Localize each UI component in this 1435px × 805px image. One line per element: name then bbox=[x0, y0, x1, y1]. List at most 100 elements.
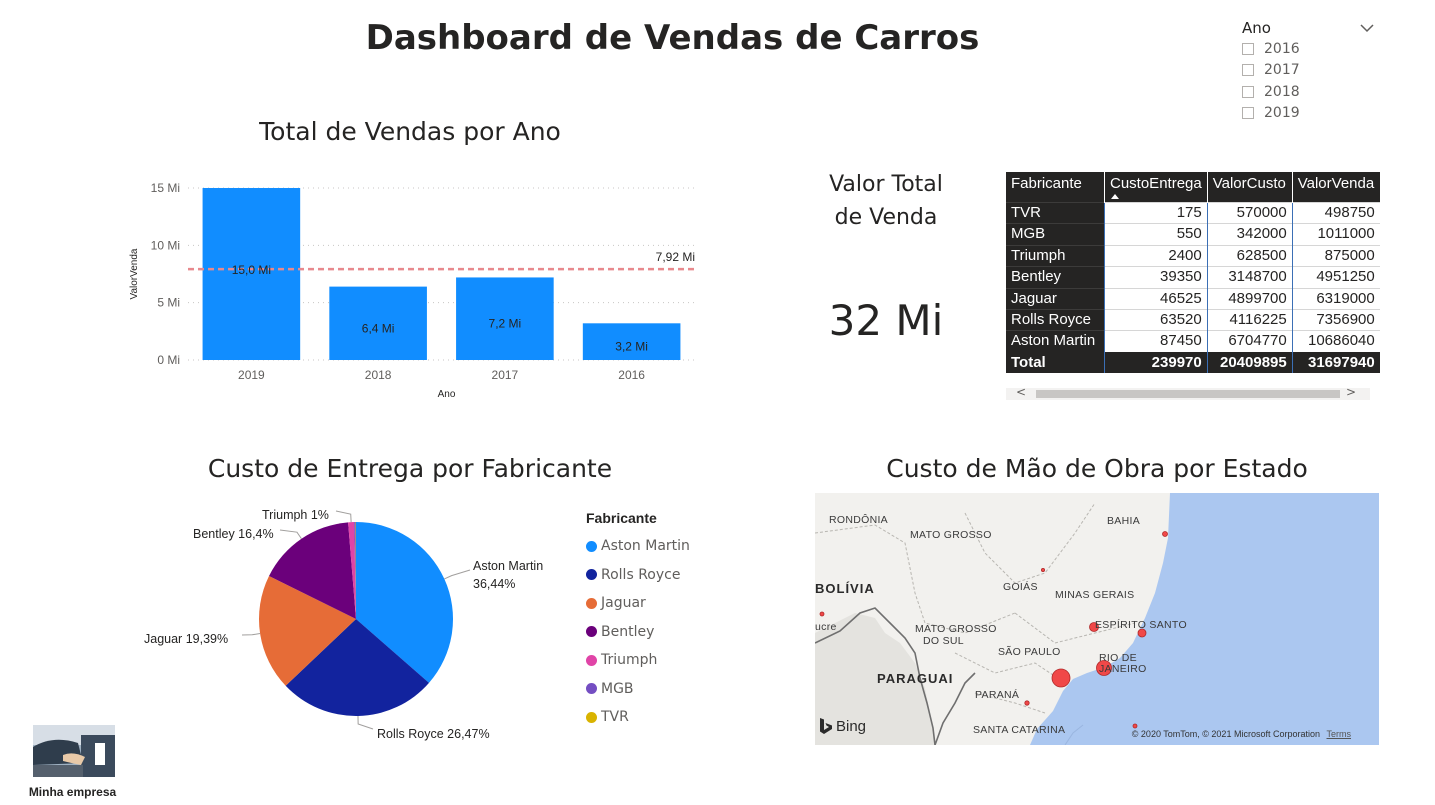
pie-label: Triumph 1% bbox=[262, 508, 329, 522]
checkbox[interactable] bbox=[1242, 42, 1254, 55]
pie-leader-line bbox=[241, 633, 261, 636]
kpi-label-line1: Valor Total bbox=[829, 172, 943, 197]
legend-item[interactable]: TVR bbox=[586, 703, 690, 732]
legend-item[interactable]: Jaguar bbox=[586, 589, 690, 618]
pie-leader-line bbox=[357, 715, 374, 730]
pie-slice[interactable] bbox=[354, 522, 356, 619]
slicer-option-2017[interactable]: 2017 bbox=[1242, 60, 1374, 82]
legend-dot-icon bbox=[586, 654, 597, 666]
checkbox[interactable] bbox=[1242, 64, 1254, 77]
pie-slice[interactable] bbox=[356, 522, 453, 683]
table-row[interactable]: MGB 550 342000 1011000 bbox=[1006, 223, 1380, 246]
map-bubble[interactable] bbox=[1162, 531, 1168, 537]
x-tick-label: 2018 bbox=[365, 368, 392, 382]
table-row[interactable]: TVR 175 570000 498750 bbox=[1006, 201, 1380, 224]
pie-label-pct: 36,44% bbox=[473, 577, 515, 591]
table-row[interactable]: Aston Martin 87450 6704770 10686040 bbox=[1006, 330, 1380, 353]
table-row[interactable]: Bentley 39350 3148700 4951250 bbox=[1006, 266, 1380, 289]
legend-item[interactable]: Bentley bbox=[586, 618, 690, 647]
legend-label: TVR bbox=[601, 709, 629, 726]
terms-link[interactable]: Terms bbox=[1326, 729, 1352, 739]
legend-label: MGB bbox=[601, 680, 634, 697]
table-cell-value: 6704770 bbox=[1206, 330, 1293, 353]
map-neighbor-country bbox=[815, 613, 935, 745]
col-header-valorvenda[interactable]: ValorVenda bbox=[1291, 172, 1380, 203]
map-label-mato-grosso-do-sul: MATO GROSSO DO SUL bbox=[915, 623, 997, 647]
legend-item[interactable]: Rolls Royce bbox=[586, 561, 690, 590]
pie-slice[interactable] bbox=[285, 619, 430, 716]
x-tick-label: 2016 bbox=[618, 368, 645, 382]
map-bubble[interactable] bbox=[1024, 700, 1030, 706]
map-visual[interactable]: RONDÔNIA MATO GROSSO BAHIA BOLÍVIA GOIÁS… bbox=[815, 493, 1379, 745]
attribution-text: © 2020 TomTom, © 2021 Microsoft Corporat… bbox=[1131, 729, 1320, 739]
bing-label: Bing bbox=[836, 717, 867, 735]
pie-slice[interactable] bbox=[269, 522, 356, 619]
table-cell-value: 4899700 bbox=[1206, 287, 1293, 310]
chevron-down-icon[interactable] bbox=[1360, 23, 1374, 33]
table-cell-value: 1011000 bbox=[1291, 223, 1380, 246]
table-cell-value: 175 bbox=[1104, 201, 1208, 224]
pie-leader-line bbox=[444, 569, 471, 580]
table-row[interactable]: Rolls Royce 63520 4116225 7356900 bbox=[1006, 309, 1380, 331]
table-horizontal-scrollbar[interactable]: < > bbox=[1006, 385, 1370, 400]
checkbox[interactable] bbox=[1242, 107, 1254, 120]
slicer-option-2016[interactable]: 2016 bbox=[1242, 38, 1374, 60]
scroll-thumb[interactable] bbox=[1036, 390, 1340, 398]
pie-leader-line bbox=[279, 529, 302, 540]
scroll-right-icon[interactable]: > bbox=[1345, 385, 1356, 399]
pie-chart[interactable]: Aston Martin 36,44% Rolls Royce 26,47% Jagu… bbox=[130, 495, 570, 750]
kpi-label: Valor Total de Venda bbox=[808, 168, 964, 234]
pie-slice[interactable] bbox=[348, 522, 356, 619]
map-bubble[interactable] bbox=[1089, 622, 1099, 632]
bing-logo: Bing bbox=[819, 717, 866, 735]
map-bubble[interactable] bbox=[1132, 723, 1138, 729]
map-label-bolivia: BOLÍVIA bbox=[815, 581, 875, 596]
slicer-option-label: 2016 bbox=[1264, 40, 1300, 57]
map-attribution: © 2020 TomTom, © 2021 Microsoft Corporat… bbox=[1132, 729, 1351, 739]
table-total-row: Total 239970 20409895 31697940 bbox=[1006, 351, 1380, 374]
map-bubble[interactable] bbox=[819, 611, 825, 617]
map-bubble[interactable] bbox=[1040, 568, 1045, 573]
sales-table[interactable]: Fabricante CustoEntrega ValorCusto Valor… bbox=[1006, 172, 1380, 374]
x-axis-title: Ano bbox=[438, 389, 456, 400]
bar[interactable] bbox=[202, 188, 301, 360]
legend-dot-icon bbox=[586, 683, 597, 695]
slicer-option-2018[interactable]: 2018 bbox=[1242, 81, 1374, 103]
col-header-custoentrega[interactable]: CustoEntrega bbox=[1104, 172, 1208, 203]
map-label-paraguai: PARAGUAI bbox=[877, 671, 954, 686]
total-value: 239970 bbox=[1104, 351, 1208, 374]
page-title: Dashboard de Vendas de Carros bbox=[365, 18, 980, 58]
bar-chart[interactable]: 0 Mi 5 Mi 10 Mi 15 Mi 2019 2018 2017 2016 7,92 M… bbox=[120, 170, 710, 410]
pie-label: Jaguar 19,39% bbox=[144, 632, 228, 646]
bar[interactable] bbox=[329, 286, 427, 360]
scroll-left-icon[interactable]: < bbox=[1016, 385, 1027, 399]
table-cell-value: 3148700 bbox=[1206, 266, 1293, 289]
map-bubble[interactable] bbox=[1096, 660, 1112, 676]
table-row[interactable]: Jaguar 46525 4899700 6319000 bbox=[1006, 287, 1380, 310]
checkbox[interactable] bbox=[1242, 85, 1254, 98]
bar[interactable] bbox=[582, 323, 681, 360]
legend-item[interactable]: Triumph bbox=[586, 646, 690, 675]
map-bubble[interactable] bbox=[1137, 628, 1147, 638]
slicer-option-2019[interactable]: 2019 bbox=[1242, 103, 1374, 125]
bar[interactable] bbox=[456, 277, 554, 360]
slicer-header[interactable]: Ano bbox=[1242, 18, 1374, 38]
table-cell-value: 628500 bbox=[1206, 244, 1293, 267]
table-cell-value: 342000 bbox=[1206, 223, 1293, 246]
table-cell-value: 550 bbox=[1104, 223, 1208, 246]
map-label-parana: PARANÁ bbox=[975, 689, 1020, 701]
legend-item[interactable]: Aston Martin bbox=[586, 532, 690, 561]
map-label-rio-de-janeiro: RIO DE JANEIRO bbox=[1099, 653, 1147, 675]
table-cell-value: 4116225 bbox=[1206, 309, 1293, 331]
map-canvas[interactable] bbox=[815, 493, 1379, 745]
year-slicer[interactable]: Ano 2016 2017 2018 2019 bbox=[1242, 18, 1374, 124]
legend-item[interactable]: MGB bbox=[586, 675, 690, 704]
col-header-valorcusto[interactable]: ValorCusto bbox=[1206, 172, 1293, 203]
kpi-value: 32 Mi bbox=[828, 296, 944, 345]
map-label-goias: GOIÁS bbox=[1003, 581, 1038, 593]
pie-slice[interactable] bbox=[259, 576, 356, 686]
col-header-fabricante[interactable]: Fabricante bbox=[1006, 172, 1105, 203]
table-row[interactable]: Triumph 2400 628500 875000 bbox=[1006, 244, 1380, 267]
table-cell-value: 4951250 bbox=[1291, 266, 1380, 289]
map-bubble[interactable] bbox=[1051, 668, 1071, 688]
